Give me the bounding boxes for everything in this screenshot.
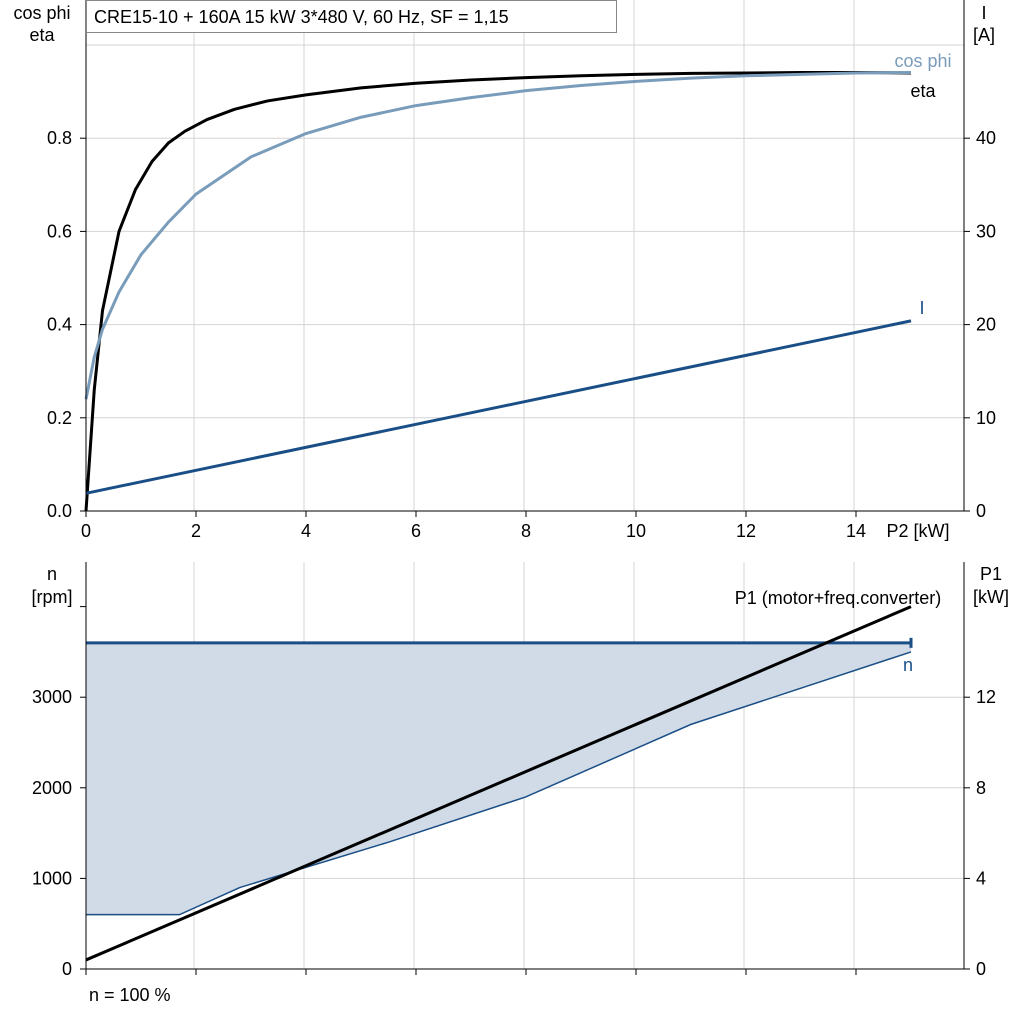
x-axis-label: P2 [kW] <box>886 521 949 541</box>
y-left-tick-label: 0.0 <box>47 501 72 521</box>
y2-right-label-unit: [kW] <box>973 587 1009 607</box>
y2-left-tick-label: 0 <box>62 959 72 979</box>
y2-left-label-unit: [rpm] <box>31 587 72 607</box>
top-chart-series <box>84 70 912 512</box>
title-box <box>86 0 617 33</box>
y2-right-tick-label: 8 <box>976 778 986 798</box>
x-tick-label: 14 <box>846 521 866 541</box>
y-left-tick-label: 0.6 <box>47 221 72 241</box>
bottom-chart-series <box>85 605 913 962</box>
x-tick-label: 0 <box>81 521 91 541</box>
chart-title: CRE15-10 + 160A 15 kW 3*480 V, 60 Hz, SF… <box>94 7 509 27</box>
y-left-tick-label: 0.8 <box>47 128 72 148</box>
speed-range-fill <box>86 642 911 915</box>
speed-min-line <box>86 651 912 916</box>
p1-label: P1 (motor+freq.converter) <box>735 588 942 608</box>
y-right-tick-label: 10 <box>976 408 996 428</box>
y-left-label-eta: eta <box>29 25 55 45</box>
p1-line <box>85 605 912 962</box>
current-line <box>85 319 912 495</box>
y-left-tick-label: 0.4 <box>47 315 72 335</box>
x-tick-label: 4 <box>301 521 311 541</box>
x-tick-label: 10 <box>626 521 646 541</box>
y-right-tick-label: 20 <box>976 315 996 335</box>
y2-right-label-p1: P1 <box>980 564 1002 584</box>
y2-left-tick-label: 2000 <box>32 778 72 798</box>
y2-left-label-n: n <box>47 564 57 584</box>
speed-range-area <box>86 642 911 915</box>
y-right-label-i: I <box>981 3 986 23</box>
y2-left-tick-label: 1000 <box>32 868 72 888</box>
eta-label: eta <box>910 81 936 101</box>
eta-line <box>84 70 912 512</box>
x-tick-label: 6 <box>411 521 421 541</box>
x-tick-label: 8 <box>521 521 531 541</box>
y-left-tick-label: 0.2 <box>47 408 72 428</box>
y2-left-tick-label: 3000 <box>32 687 72 707</box>
x-tick-label: 2 <box>191 521 201 541</box>
y2-right-tick-label: 4 <box>976 868 986 888</box>
footnote: n = 100 % <box>89 985 171 1005</box>
current-label: I <box>919 298 924 318</box>
x-tick-label: 12 <box>736 521 756 541</box>
y-right-tick-label: 40 <box>976 128 996 148</box>
y-right-tick-label: 0 <box>976 501 986 521</box>
speed-label: n <box>903 655 913 675</box>
y2-right-tick-label: 0 <box>976 959 986 979</box>
y-right-tick-label: 30 <box>976 221 996 241</box>
cos-phi-label: cos phi <box>894 51 951 71</box>
cos-phi-line <box>84 70 912 400</box>
chart-axes <box>85 0 965 970</box>
y-right-label-unit: [A] <box>973 25 995 45</box>
chart-labels: CRE15-10 + 160A 15 kW 3*480 V, 60 Hz, SF… <box>13 0 1009 1005</box>
y-left-label-cosphi: cos phi <box>13 3 70 23</box>
y2-right-tick-label: 12 <box>976 687 996 707</box>
top-chart-grid <box>86 0 964 511</box>
